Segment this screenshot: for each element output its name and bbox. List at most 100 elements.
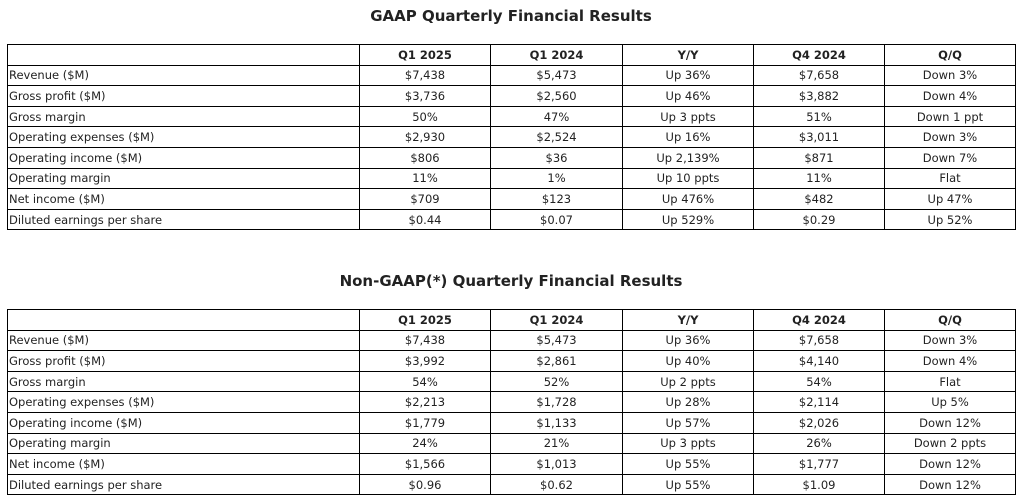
header-cell-label	[7, 309, 360, 331]
row-label: Operating income ($M)	[7, 146, 360, 169]
cell-q1-2025: $2,213	[359, 391, 491, 413]
cell-q4-2024: $2,114	[753, 391, 885, 413]
row-label: Revenue ($M)	[7, 64, 360, 87]
table-row: Operating margin 11% 1% Up 10 ppts 11% F…	[7, 167, 1016, 190]
gaap-section-title: GAAP Quarterly Financial Results	[370, 7, 652, 25]
table-row: Gross margin 54% 52% Up 2 ppts 54% Flat	[7, 370, 1016, 393]
cell-q1-2024: $1,728	[490, 391, 623, 413]
table-row: Operating margin 24% 21% Up 3 ppts 26% D…	[7, 432, 1016, 455]
cell-qq: Down 3%	[884, 64, 1016, 87]
cell-q1-2025: 11%	[359, 167, 491, 190]
table-row: Revenue ($M) $7,438 $5,473 Up 36% $7,658…	[7, 329, 1016, 352]
table-row: Net income ($M) $709 $123 Up 476% $482 U…	[7, 188, 1016, 210]
cell-q1-2024: $36	[490, 146, 623, 169]
cell-yy: Up 2,139%	[622, 146, 754, 169]
row-label: Diluted earnings per share	[7, 473, 360, 496]
row-label: Operating expenses ($M)	[7, 391, 360, 413]
header-cell-qq: Q/Q	[884, 309, 1016, 331]
cell-q1-2025: 50%	[359, 105, 491, 128]
table-row: Operating expenses ($M) $2,930 $2,524 Up…	[7, 126, 1016, 148]
cell-q1-2024: $123	[490, 188, 623, 210]
cell-q4-2024: $1,777	[753, 453, 885, 475]
cell-yy: Up 40%	[622, 350, 754, 372]
cell-yy: Up 3 ppts	[622, 105, 754, 128]
cell-q4-2024: $7,658	[753, 329, 885, 352]
cell-q1-2025: $2,930	[359, 126, 491, 148]
cell-q4-2024: $3,882	[753, 85, 885, 107]
row-label: Gross margin	[7, 105, 360, 128]
cell-yy: Up 10 ppts	[622, 167, 754, 190]
row-label: Diluted earnings per share	[7, 208, 360, 231]
cell-q4-2024: $7,658	[753, 64, 885, 87]
header-cell-q1-2025: Q1 2025	[359, 44, 491, 66]
cell-q1-2025: $7,438	[359, 64, 491, 87]
cell-q4-2024: $871	[753, 146, 885, 169]
cell-q4-2024: $4,140	[753, 350, 885, 372]
table-row: Revenue ($M) $7,438 $5,473 Up 36% $7,658…	[7, 64, 1016, 87]
header-cell-label	[7, 44, 360, 66]
cell-q4-2024: $3,011	[753, 126, 885, 148]
row-label: Net income ($M)	[7, 188, 360, 210]
row-label: Operating income ($M)	[7, 411, 360, 434]
cell-qq: Flat	[884, 167, 1016, 190]
header-cell-yy: Y/Y	[622, 44, 754, 66]
cell-yy: Up 57%	[622, 411, 754, 434]
row-label: Gross profit ($M)	[7, 350, 360, 372]
table-header-row: Q1 2025 Q1 2024 Y/Y Q4 2024 Q/Q	[7, 44, 1016, 66]
cell-yy: Up 16%	[622, 126, 754, 148]
header-cell-q4-2024: Q4 2024	[753, 44, 885, 66]
cell-qq: Down 12%	[884, 473, 1016, 496]
cell-qq: Up 5%	[884, 391, 1016, 413]
nongaap-section-title: Non-GAAP(*) Quarterly Financial Results	[339, 272, 683, 290]
row-label: Gross profit ($M)	[7, 85, 360, 107]
header-cell-yy: Y/Y	[622, 309, 754, 331]
cell-q1-2024: $5,473	[490, 64, 623, 87]
cell-q1-2025: $1,566	[359, 453, 491, 475]
cell-q1-2025: $0.96	[359, 473, 491, 496]
cell-q1-2025: 54%	[359, 370, 491, 393]
table-header-row: Q1 2025 Q1 2024 Y/Y Q4 2024 Q/Q	[7, 309, 1016, 331]
cell-yy: Up 2 ppts	[622, 370, 754, 393]
cell-q1-2024: 21%	[490, 432, 623, 455]
row-label: Operating expenses ($M)	[7, 126, 360, 148]
table-row: Diluted earnings per share $0.44 $0.07 U…	[7, 208, 1016, 231]
cell-yy: Up 3 ppts	[622, 432, 754, 455]
cell-q1-2025: $1,779	[359, 411, 491, 434]
cell-q4-2024: 26%	[753, 432, 885, 455]
cell-yy: Up 36%	[622, 329, 754, 352]
cell-qq: Down 7%	[884, 146, 1016, 169]
table-row: Operating expenses ($M) $2,213 $1,728 Up…	[7, 391, 1016, 413]
cell-q1-2024: $2,524	[490, 126, 623, 148]
row-label: Net income ($M)	[7, 453, 360, 475]
cell-yy: Up 55%	[622, 473, 754, 496]
cell-qq: Down 4%	[884, 85, 1016, 107]
cell-q4-2024: $0.29	[753, 208, 885, 231]
cell-yy: Up 55%	[622, 453, 754, 475]
cell-qq: Down 2 ppts	[884, 432, 1016, 455]
cell-q1-2025: $3,992	[359, 350, 491, 372]
header-cell-q1-2024: Q1 2024	[490, 44, 623, 66]
row-label: Revenue ($M)	[7, 329, 360, 352]
cell-q1-2024: 47%	[490, 105, 623, 128]
cell-q1-2024: $2,861	[490, 350, 623, 372]
gaap-results-table: Q1 2025 Q1 2024 Y/Y Q4 2024 Q/Q Revenue …	[7, 44, 1016, 231]
header-cell-q1-2025: Q1 2025	[359, 309, 491, 331]
cell-qq: Down 1 ppt	[884, 105, 1016, 128]
cell-yy: Up 36%	[622, 64, 754, 87]
cell-q1-2024: 1%	[490, 167, 623, 190]
cell-q1-2024: $5,473	[490, 329, 623, 352]
table-row: Gross margin 50% 47% Up 3 ppts 51% Down …	[7, 105, 1016, 128]
cell-q4-2024: 54%	[753, 370, 885, 393]
cell-q1-2025: $0.44	[359, 208, 491, 231]
cell-q1-2024: $2,560	[490, 85, 623, 107]
cell-q4-2024: 51%	[753, 105, 885, 128]
cell-yy: Up 476%	[622, 188, 754, 210]
header-cell-qq: Q/Q	[884, 44, 1016, 66]
cell-q4-2024: $2,026	[753, 411, 885, 434]
nongaap-results-table: Q1 2025 Q1 2024 Y/Y Q4 2024 Q/Q Revenue …	[7, 309, 1016, 496]
cell-qq: Down 4%	[884, 350, 1016, 372]
cell-yy: Up 28%	[622, 391, 754, 413]
table-row: Operating income ($M) $1,779 $1,133 Up 5…	[7, 411, 1016, 434]
row-label: Operating margin	[7, 167, 360, 190]
header-cell-q4-2024: Q4 2024	[753, 309, 885, 331]
